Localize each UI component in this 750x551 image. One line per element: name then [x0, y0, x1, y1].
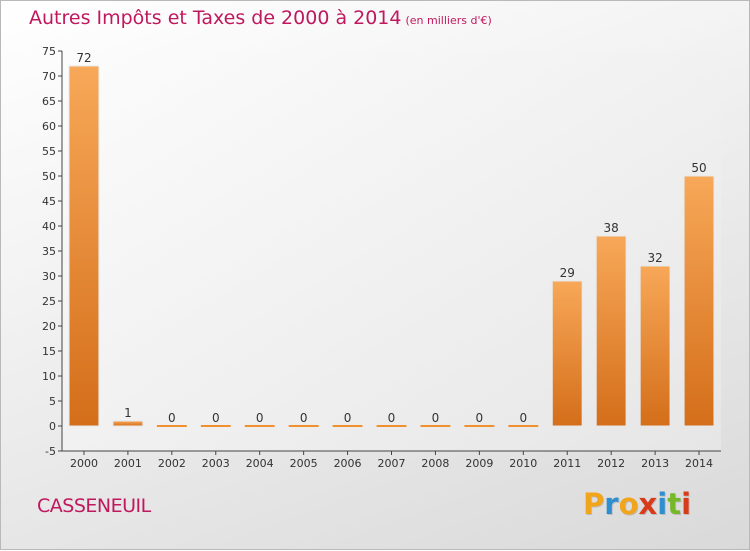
- y-tick-label: 40: [42, 220, 56, 233]
- logo-letter: i: [657, 487, 668, 521]
- y-tick-label: 55: [42, 145, 56, 158]
- x-tick-label: 2005: [290, 457, 318, 470]
- x-tick-label: 2008: [421, 457, 449, 470]
- bar: [420, 425, 451, 427]
- y-tick-label: 5: [49, 395, 56, 408]
- logo-letter: r: [604, 487, 619, 521]
- data-label: 38: [604, 221, 619, 235]
- data-label: 0: [168, 411, 176, 425]
- data-label: 1: [124, 406, 132, 420]
- data-label: 29: [560, 266, 575, 280]
- data-label: 0: [519, 411, 527, 425]
- data-label: 0: [256, 411, 264, 425]
- y-tick-label: 0: [49, 420, 56, 433]
- bar: [639, 265, 671, 427]
- x-tick-label: 2000: [70, 457, 98, 470]
- logo-letter: i: [681, 487, 692, 521]
- y-tick-label: 30: [42, 270, 56, 283]
- x-tick-label: 2001: [114, 457, 142, 470]
- x-tick-label: 2002: [158, 457, 186, 470]
- x-tick-label: 2009: [465, 457, 493, 470]
- x-tick-label: 2003: [202, 457, 230, 470]
- y-tick-label: 35: [42, 245, 56, 258]
- y-tick-label: 25: [42, 295, 56, 308]
- bar: [508, 425, 539, 427]
- bar: [683, 175, 715, 427]
- bar: [244, 425, 275, 427]
- data-label: 0: [300, 411, 308, 425]
- data-label: 50: [691, 161, 706, 175]
- logo-letter: o: [618, 487, 639, 521]
- bar: [595, 235, 627, 427]
- bar: [376, 425, 407, 427]
- data-label: 0: [476, 411, 484, 425]
- chart-unit: (en milliers d'€): [405, 14, 492, 27]
- x-tick-label: 2013: [641, 457, 669, 470]
- x-tick-label: 2011: [553, 457, 581, 470]
- bar: [332, 425, 363, 427]
- x-tick-label: 2004: [246, 457, 274, 470]
- y-tick-label: 15: [42, 345, 56, 358]
- x-tick-label: 2010: [509, 457, 537, 470]
- logo-letter: x: [638, 487, 658, 521]
- x-tick-label: 2007: [378, 457, 406, 470]
- y-tick-label: 65: [42, 95, 56, 108]
- y-tick-label: 75: [42, 45, 56, 58]
- y-tick-label: 50: [42, 170, 56, 183]
- logo-letter: P: [583, 487, 605, 521]
- bar: [200, 425, 231, 427]
- commune-name: CASSENEUIL: [37, 495, 151, 517]
- y-tick-label: 45: [42, 195, 56, 208]
- chart-title: Autres Impôts et Taxes de 2000 à 2014 (en…: [29, 7, 492, 29]
- y-tick-label: 10: [42, 370, 56, 383]
- proxiti-logo: Proxiti: [583, 487, 691, 521]
- x-tick-label: 2012: [597, 457, 625, 470]
- data-label: 0: [388, 411, 396, 425]
- data-label: 32: [647, 251, 662, 265]
- bar: [288, 425, 319, 427]
- data-label: 0: [212, 411, 220, 425]
- chart-title-text: Autres Impôts et Taxes de 2000 à 2014: [29, 7, 402, 29]
- bar: [68, 65, 100, 427]
- x-tick-label: 2014: [685, 457, 713, 470]
- data-label: 0: [344, 411, 352, 425]
- logo-letter: t: [667, 487, 682, 521]
- data-label: 0: [432, 411, 440, 425]
- y-tick-label: 70: [42, 70, 56, 83]
- bar: [156, 425, 187, 427]
- y-tick-label: 20: [42, 320, 56, 333]
- bar: [112, 420, 144, 427]
- data-label: 72: [76, 51, 91, 65]
- x-tick-label: 2006: [334, 457, 362, 470]
- y-tick-label: -5: [45, 445, 56, 458]
- bar: [464, 425, 495, 427]
- bar: [551, 280, 583, 427]
- y-tick-label: 60: [42, 120, 56, 133]
